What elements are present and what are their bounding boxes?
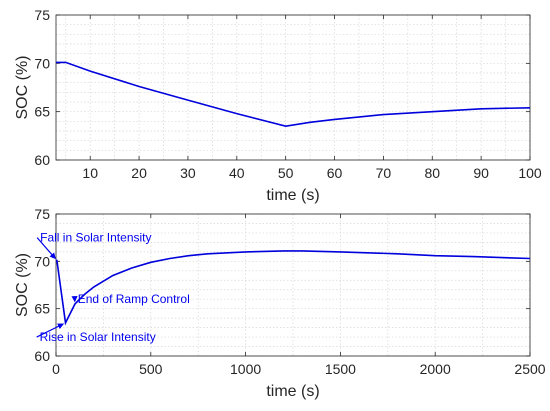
chart-panel-2: 0 500 1000 1500 2000 2500 60 65 70 75 time (s) SOC … — [14, 206, 546, 400]
y-tick-label: 65 — [34, 301, 50, 317]
y-axis-label: SOC (%) — [14, 56, 31, 120]
x-tick-label: 10 — [82, 165, 98, 181]
y-tick-label: 70 — [34, 55, 50, 71]
x-axis-label: time (s) — [266, 187, 319, 204]
axes-frame — [55, 14, 531, 161]
x-tick-label: 60 — [327, 165, 343, 181]
y-tick-label: 60 — [34, 152, 50, 168]
annotation-arrow — [36, 237, 54, 257]
annotation-arrowhead — [49, 252, 56, 260]
x-tick-label: 80 — [424, 165, 440, 181]
y-tick-label: 75 — [34, 206, 50, 222]
x-axis-label: time (s) — [266, 383, 319, 400]
x-tick-label: 2500 — [514, 361, 545, 377]
annotation-label: Fall in Solar Intensity — [40, 231, 151, 245]
annotation-arrowhead — [57, 323, 65, 330]
axes-frame — [55, 213, 531, 357]
x-tick-label: 0 — [52, 361, 60, 377]
x-tick-label: 1500 — [325, 361, 356, 377]
y-tick-label: 70 — [34, 253, 50, 269]
x-tick-label: 1000 — [230, 361, 261, 377]
y-tick-label: 65 — [34, 104, 50, 120]
x-tick-label: 90 — [473, 165, 489, 181]
plot-area — [56, 15, 530, 160]
series-line-1 — [56, 250, 531, 326]
chart-panel-1: 10 20 30 40 50 60 70 80 90 100 60 65 70 75 time (s) SOC… — [14, 7, 542, 204]
x-tick-label: 40 — [229, 165, 245, 181]
annotation-arrow — [36, 324, 61, 338]
x-tick-label: 2000 — [420, 361, 451, 377]
x-tick-label: 70 — [376, 165, 392, 181]
annotation-label: End of Ramp Control — [78, 292, 190, 306]
x-tick-label: 30 — [180, 165, 196, 181]
y-axis-label: SOC (%) — [14, 253, 31, 317]
annotation-label: Rise in Solar Intensity — [40, 330, 156, 344]
annotation-arrowhead — [71, 295, 78, 303]
x-tick-label: 20 — [131, 165, 147, 181]
x-tick-label: 50 — [278, 165, 294, 181]
series-line-1 — [56, 61, 531, 128]
x-tick-label: 500 — [139, 361, 163, 377]
y-tick-label: 75 — [34, 7, 50, 23]
x-tick-label: 100 — [518, 165, 542, 181]
y-tick-label: 60 — [34, 348, 50, 364]
